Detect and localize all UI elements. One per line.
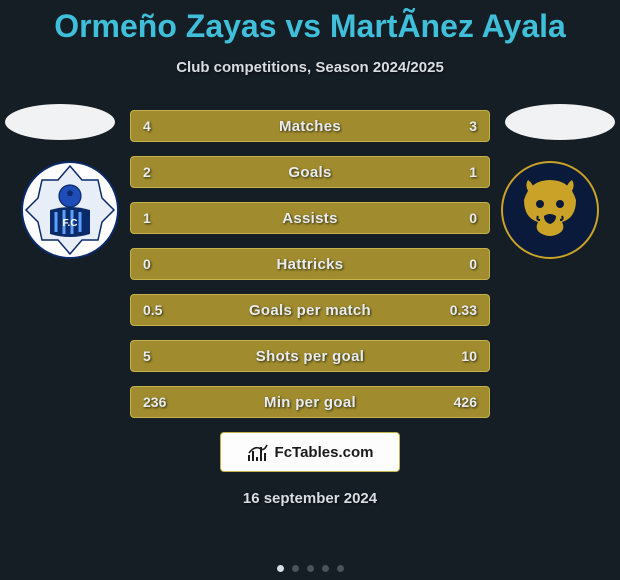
stat-value-right: 0.33 xyxy=(450,302,477,318)
stat-value-right: 1 xyxy=(469,164,477,180)
stat-value-left: 1 xyxy=(143,210,151,226)
pager-dot[interactable] xyxy=(292,565,299,572)
stat-label: Matches xyxy=(279,118,341,135)
stat-value-right: 3 xyxy=(469,118,477,134)
stat-label: Assists xyxy=(282,210,337,227)
player-photo-left-placeholder xyxy=(5,104,115,140)
stat-value-left: 4 xyxy=(143,118,151,134)
stat-row: 0 Hattricks 0 xyxy=(130,248,490,280)
stat-label: Goals xyxy=(288,164,331,181)
stat-label: Shots per goal xyxy=(256,348,364,365)
stat-row: 4 Matches 3 xyxy=(130,110,490,142)
footer-date: 16 september 2024 xyxy=(0,490,620,507)
stats-table: 4 Matches 3 2 Goals 1 1 Assists 0 0 Hatt… xyxy=(130,110,490,418)
stat-value-right: 0 xyxy=(469,210,477,226)
pager-dot[interactable] xyxy=(337,565,344,572)
stat-row: 5 Shots per goal 10 xyxy=(130,340,490,372)
stat-value-left: 2 xyxy=(143,164,151,180)
comparison-subtitle: Club competitions, Season 2024/2025 xyxy=(0,59,620,76)
pager-dot[interactable] xyxy=(307,565,314,572)
player-photo-right-placeholder xyxy=(505,104,615,140)
stat-value-right: 10 xyxy=(461,348,477,364)
stat-value-left: 0.5 xyxy=(143,302,162,318)
pager-dot[interactable] xyxy=(322,565,329,572)
team-crest-left: F.C xyxy=(20,160,120,260)
comparison-title: Ormeño Zayas vs MartÃ­nez Ayala xyxy=(0,0,620,45)
comparison-content: F.C 4 Matches 3 2 Goals 1 1 Assists 0 0 … xyxy=(0,110,620,507)
pager-dot[interactable] xyxy=(277,565,284,572)
stat-row: 1 Assists 0 xyxy=(130,202,490,234)
brand-text: FcTables.com xyxy=(275,444,374,461)
chart-icon xyxy=(247,441,269,463)
carousel-pager[interactable] xyxy=(0,565,620,572)
stat-label: Hattricks xyxy=(277,256,344,273)
stat-row: 2 Goals 1 xyxy=(130,156,490,188)
stat-value-left: 5 xyxy=(143,348,151,364)
stat-row: 0.5 Goals per match 0.33 xyxy=(130,294,490,326)
stat-label: Goals per match xyxy=(249,302,371,319)
stat-value-right: 0 xyxy=(469,256,477,272)
team-crest-right xyxy=(500,160,600,260)
stat-value-left: 0 xyxy=(143,256,151,272)
brand-footer[interactable]: FcTables.com xyxy=(220,432,400,472)
stat-value-left: 236 xyxy=(143,394,166,410)
stat-value-right: 426 xyxy=(454,394,477,410)
svg-text:F.C: F.C xyxy=(63,218,78,229)
stat-row: 236 Min per goal 426 xyxy=(130,386,490,418)
stat-label: Min per goal xyxy=(264,394,356,411)
